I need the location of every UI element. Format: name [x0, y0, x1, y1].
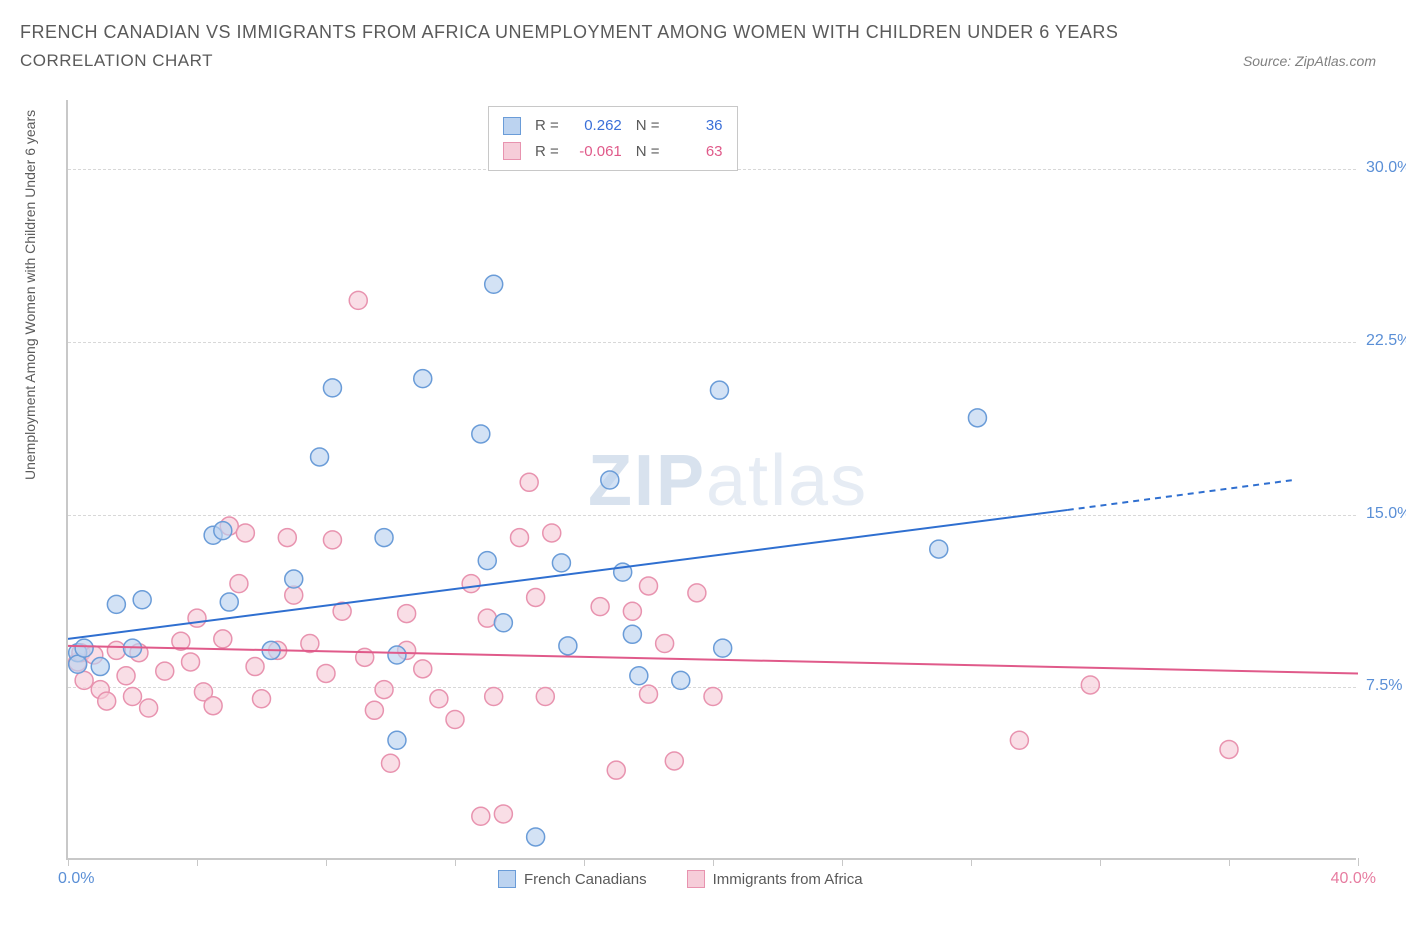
stats-legend: R = 0.262 N = 36 R = -0.061 N = 63: [488, 106, 738, 171]
legend-item-a: French Canadians: [498, 870, 647, 888]
legend-item-b: Immigrants from Africa: [687, 870, 863, 888]
swatch-pink: [503, 142, 521, 160]
legend-label-a: French Canadians: [524, 871, 647, 888]
source-attribution: Source: ZipAtlas.com: [1243, 53, 1376, 69]
stats-row-b: R = -0.061 N = 63: [503, 139, 723, 165]
legend-label-b: Immigrants from Africa: [713, 871, 863, 888]
stats-row-a: R = 0.262 N = 36: [503, 113, 723, 139]
x-axis-min-label: 0.0%: [58, 870, 94, 888]
y-tick-label: 30.0%: [1366, 159, 1406, 177]
chart-header: FRENCH CANADIAN VS IMMIGRANTS FROM AFRIC…: [0, 0, 1406, 71]
swatch-blue: [503, 117, 521, 135]
plot-area: ZIPatlas R = 0.262 N = 36 R = -0.061 N =…: [66, 100, 1356, 860]
plot-container: ZIPatlas R = 0.262 N = 36 R = -0.061 N =…: [66, 100, 1356, 860]
y-tick-label: 15.0%: [1366, 505, 1406, 523]
chart-subtitle: CORRELATION CHART: [20, 51, 213, 71]
x-tick: [1358, 858, 1359, 866]
series-legend: French Canadians Immigrants from Africa: [498, 870, 863, 888]
swatch-blue-icon: [498, 870, 516, 888]
chart-title: FRENCH CANADIAN VS IMMIGRANTS FROM AFRIC…: [20, 18, 1386, 47]
y-axis-label: Unemployment Among Women with Children U…: [22, 110, 38, 480]
x-axis-max-label: 40.0%: [1331, 870, 1376, 888]
y-tick-label: 22.5%: [1366, 332, 1406, 350]
y-tick-label: 7.5%: [1366, 677, 1406, 695]
swatch-pink-icon: [687, 870, 705, 888]
scatter-svg: [68, 100, 1358, 860]
